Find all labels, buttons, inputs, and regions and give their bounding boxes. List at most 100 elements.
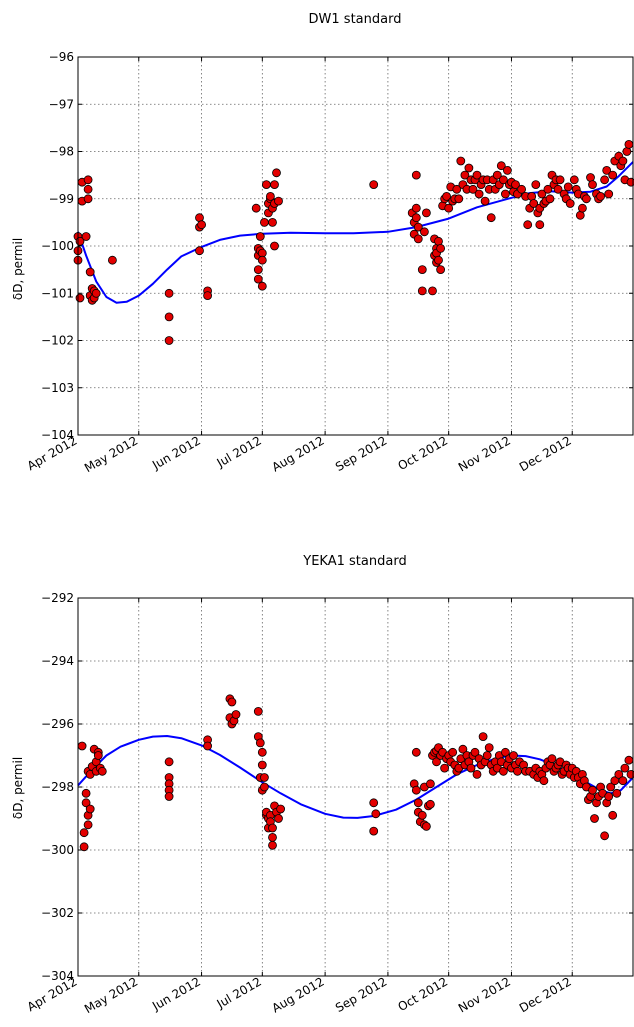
x-tick-label: Jul 2012 <box>214 433 264 470</box>
y-tick-label: −304 <box>41 969 74 983</box>
data-point <box>596 191 605 201</box>
y-tick-label: −103 <box>41 381 74 395</box>
data-point <box>604 792 614 801</box>
data-point <box>436 243 446 253</box>
data-point <box>466 763 476 773</box>
data-point <box>411 747 421 757</box>
chart-yeka1-standard: YEKA1 standard δD, permil −304 −302 −300 −2… <box>11 554 634 1016</box>
data-point <box>274 196 283 206</box>
data-point <box>452 184 462 194</box>
data-point <box>97 766 107 776</box>
data-point <box>411 170 421 180</box>
data-point <box>257 281 267 291</box>
data-point <box>413 798 423 808</box>
data-point <box>600 831 609 841</box>
data-point <box>227 697 237 707</box>
data-point <box>203 741 213 751</box>
data-point <box>569 175 579 185</box>
data-point <box>555 175 565 185</box>
data-point <box>539 776 549 786</box>
data-point <box>253 707 263 716</box>
data-point <box>531 180 541 190</box>
data-point <box>444 203 454 213</box>
data-point <box>369 798 379 808</box>
data-point <box>259 217 269 227</box>
data-point <box>482 751 492 760</box>
y-tick-label: −96 <box>49 50 74 64</box>
y-tick-label: −97 <box>49 97 74 111</box>
data-point <box>608 170 618 180</box>
y-axis-label: δD, permil <box>11 238 25 300</box>
data-point <box>257 255 267 265</box>
data-point <box>434 255 443 265</box>
y-tick-label: −99 <box>49 192 74 206</box>
data-point <box>259 782 269 792</box>
data-point <box>604 189 614 199</box>
x-tick-label: Sep 2012 <box>333 974 389 1015</box>
data-point <box>624 139 634 149</box>
data-point <box>626 177 634 187</box>
data-point <box>417 286 427 296</box>
data-point <box>81 232 91 241</box>
data-point <box>498 175 508 185</box>
data-point <box>529 199 539 208</box>
y-tick-label: −102 <box>41 334 74 348</box>
chart-dw1-standard: DW1 standard δD, permil −104 −103 −102 −101… <box>11 12 634 475</box>
data-point <box>421 822 431 831</box>
data-point <box>164 757 174 767</box>
data-point <box>274 814 283 823</box>
y-tick-label: −101 <box>41 286 74 300</box>
data-point <box>164 792 174 801</box>
data-point <box>436 265 446 275</box>
x-tick-label: Dec 2012 <box>517 974 574 1015</box>
data-point <box>523 220 533 230</box>
y-tick-label: −300 <box>41 843 74 857</box>
x-tick-label: Dec 2012 <box>517 433 574 474</box>
chart-title: YEKA1 standard <box>302 554 406 569</box>
data-point <box>421 208 431 218</box>
data-point <box>164 336 174 345</box>
data-point <box>565 199 575 208</box>
data-point <box>578 203 587 213</box>
data-point <box>500 747 510 757</box>
data-point <box>502 165 512 175</box>
data-point <box>563 182 573 192</box>
data-point <box>513 766 522 776</box>
data-point <box>255 738 265 748</box>
data-point <box>77 741 87 751</box>
data-point <box>456 156 466 166</box>
data-point <box>203 291 213 301</box>
data-point <box>413 234 423 244</box>
y-tick-label: −98 <box>49 145 74 159</box>
data-point <box>582 194 591 204</box>
data-point <box>547 754 557 764</box>
x-tick-label: Jun 2012 <box>149 974 203 1013</box>
data-point <box>425 779 435 789</box>
data-point <box>268 217 277 227</box>
data-point <box>498 766 508 776</box>
data-point <box>472 170 482 180</box>
data-point <box>432 757 441 767</box>
x-tick-label: Nov 2012 <box>456 974 513 1015</box>
data-point <box>261 180 271 190</box>
data-point <box>79 828 89 838</box>
data-point <box>448 747 458 757</box>
data-point <box>419 227 429 237</box>
plot-frame <box>77 597 634 977</box>
data-point <box>83 194 93 204</box>
data-point <box>472 770 482 779</box>
data-point <box>588 785 597 795</box>
data-point <box>492 170 502 180</box>
y-tick-label: −294 <box>41 654 74 668</box>
data-point <box>478 732 488 741</box>
data-point <box>268 840 277 850</box>
data-point <box>270 180 279 190</box>
data-point <box>486 213 496 223</box>
data-point <box>85 267 95 277</box>
data-point <box>602 165 612 175</box>
data-point <box>411 213 421 223</box>
x-tick-label: Nov 2012 <box>456 433 513 474</box>
data-point <box>425 799 435 809</box>
data-point <box>440 763 450 773</box>
x-tick-label: May 2012 <box>82 433 140 475</box>
